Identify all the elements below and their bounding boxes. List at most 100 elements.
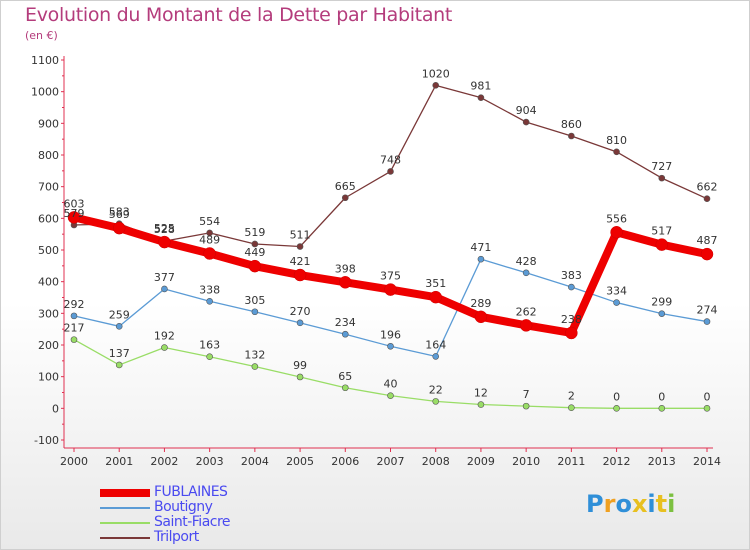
data-point-saint-fiacre: [70, 336, 78, 343]
logo-letter: t: [655, 490, 668, 518]
data-label-boutigny: 471: [470, 241, 491, 254]
data-label-saint-fiacre: 40: [384, 378, 398, 391]
data-point-saint-fiacre: [658, 405, 666, 412]
data-label-trilport: 860: [561, 118, 582, 131]
data-label-trilport: 554: [199, 215, 220, 228]
data-point-trilport: [477, 94, 485, 101]
data-label-saint-fiacre: 0: [658, 390, 665, 403]
data-label-fublaines: 398: [335, 262, 356, 275]
data-label-fublaines: 421: [290, 255, 311, 268]
data-point-saint-fiacre: [613, 405, 620, 412]
data-label-boutigny: 196: [380, 328, 401, 341]
data-point-boutigny: [613, 299, 620, 306]
x-tick-label: 2009: [467, 455, 495, 468]
data-label-saint-fiacre: 22: [429, 383, 443, 396]
y-tick-label: 1000: [31, 86, 59, 99]
series-layer: [67, 82, 714, 412]
data-label-fublaines: 289: [470, 297, 491, 310]
data-label-saint-fiacre: 7: [523, 388, 530, 401]
data-label-boutigny: 377: [154, 271, 175, 284]
y-tick-label: -100: [34, 434, 59, 447]
data-point-boutigny: [341, 330, 349, 338]
data-label-saint-fiacre: 65: [338, 370, 352, 383]
legend-label: Trilport: [154, 529, 199, 545]
data-label-fublaines: 517: [651, 225, 672, 238]
data-label-fublaines: 375: [380, 270, 401, 283]
logo-letter: i: [667, 490, 676, 518]
data-point-trilport: [522, 118, 530, 126]
data-label-boutigny: 338: [199, 283, 220, 296]
data-label-trilport: 1020: [422, 67, 450, 80]
data-point-saint-fiacre: [206, 353, 213, 361]
data-label-fublaines: 262: [516, 305, 537, 318]
data-point-saint-fiacre: [568, 404, 575, 412]
data-label-fublaines: 238: [561, 313, 582, 326]
y-tick-label: 0: [52, 402, 59, 415]
y-tick-label: 300: [38, 307, 59, 320]
data-point-boutigny: [477, 255, 485, 263]
data-label-boutigny: 164: [425, 338, 446, 351]
data-point-boutigny: [206, 297, 213, 305]
data-point-saint-fiacre: [251, 363, 259, 370]
data-label-fublaines: 489: [199, 233, 220, 246]
data-label-trilport: 528: [154, 223, 175, 236]
data-point-saint-fiacre: [522, 402, 530, 410]
data-label-boutigny: 305: [244, 294, 265, 307]
logo-letter: r: [603, 490, 616, 518]
logo-letter: P: [586, 490, 604, 518]
data-label-fublaines: 487: [697, 234, 718, 247]
data-label-trilport: 727: [651, 160, 672, 173]
y-tick-label: 400: [38, 276, 59, 289]
data-point-boutigny: [568, 283, 575, 291]
data-point-trilport: [206, 229, 213, 237]
data-point-fublaines: [474, 310, 488, 324]
legend-swatch-fublaines: [100, 489, 150, 497]
data-point-saint-fiacre: [387, 392, 394, 399]
y-tick-label: 1100: [31, 54, 59, 67]
x-tick-label: 2004: [241, 455, 269, 468]
data-point-boutigny: [522, 269, 530, 277]
proxiti-logo: Proxiti: [586, 490, 675, 518]
data-point-trilport: [568, 132, 575, 140]
data-point-boutigny: [703, 318, 711, 325]
data-label-boutigny: 428: [516, 255, 537, 268]
data-point-boutigny: [115, 323, 123, 330]
data-point-fublaines: [655, 238, 669, 251]
data-point-saint-fiacre: [703, 405, 711, 412]
x-tick-label: 2013: [648, 455, 676, 468]
chart-title: Evolution du Montant de la Dette par Hab…: [25, 4, 453, 26]
legend-item-trilport: Trilport: [100, 529, 300, 546]
x-tick-label: 2012: [603, 455, 631, 468]
data-point-boutigny: [251, 308, 259, 316]
y-tick-label: 900: [38, 117, 59, 130]
data-point-fublaines: [384, 283, 397, 296]
data-label-saint-fiacre: 0: [704, 390, 711, 403]
data-point-boutigny: [658, 310, 666, 317]
data-label-saint-fiacre: 132: [244, 349, 265, 362]
legend-item-boutigny: Boutigny: [100, 499, 300, 516]
x-tick-label: 2008: [422, 455, 450, 468]
data-label-trilport: 511: [290, 229, 311, 242]
data-point-fublaines: [158, 235, 171, 249]
data-point-saint-fiacre: [341, 384, 349, 392]
data-label-fublaines: 525: [154, 222, 175, 235]
legend-label: Saint-Fiacre: [154, 514, 231, 530]
x-tick-label: 2011: [557, 455, 585, 468]
y-tick-label: 500: [38, 244, 59, 257]
legend-swatch-boutigny: [100, 507, 150, 509]
data-label-boutigny: 234: [335, 316, 356, 329]
data-label-boutigny: 383: [561, 269, 582, 282]
data-label-trilport: 519: [244, 226, 265, 239]
data-point-boutigny: [387, 342, 394, 350]
y-tick-label: 200: [38, 339, 59, 352]
data-point-trilport: [432, 82, 440, 89]
x-tick-label: 2010: [512, 455, 540, 468]
legend-swatch-trilport: [100, 537, 150, 539]
legend-swatch-saint-fiacre: [100, 522, 150, 524]
legend-item-saint-fiacre: Saint-Fiacre: [100, 514, 300, 531]
data-label-trilport: 810: [606, 134, 627, 147]
axes: -100010020030040050060070080090010001100…: [31, 54, 721, 468]
data-label-fublaines: 569: [109, 208, 130, 221]
data-label-fublaines: 351: [425, 277, 446, 290]
